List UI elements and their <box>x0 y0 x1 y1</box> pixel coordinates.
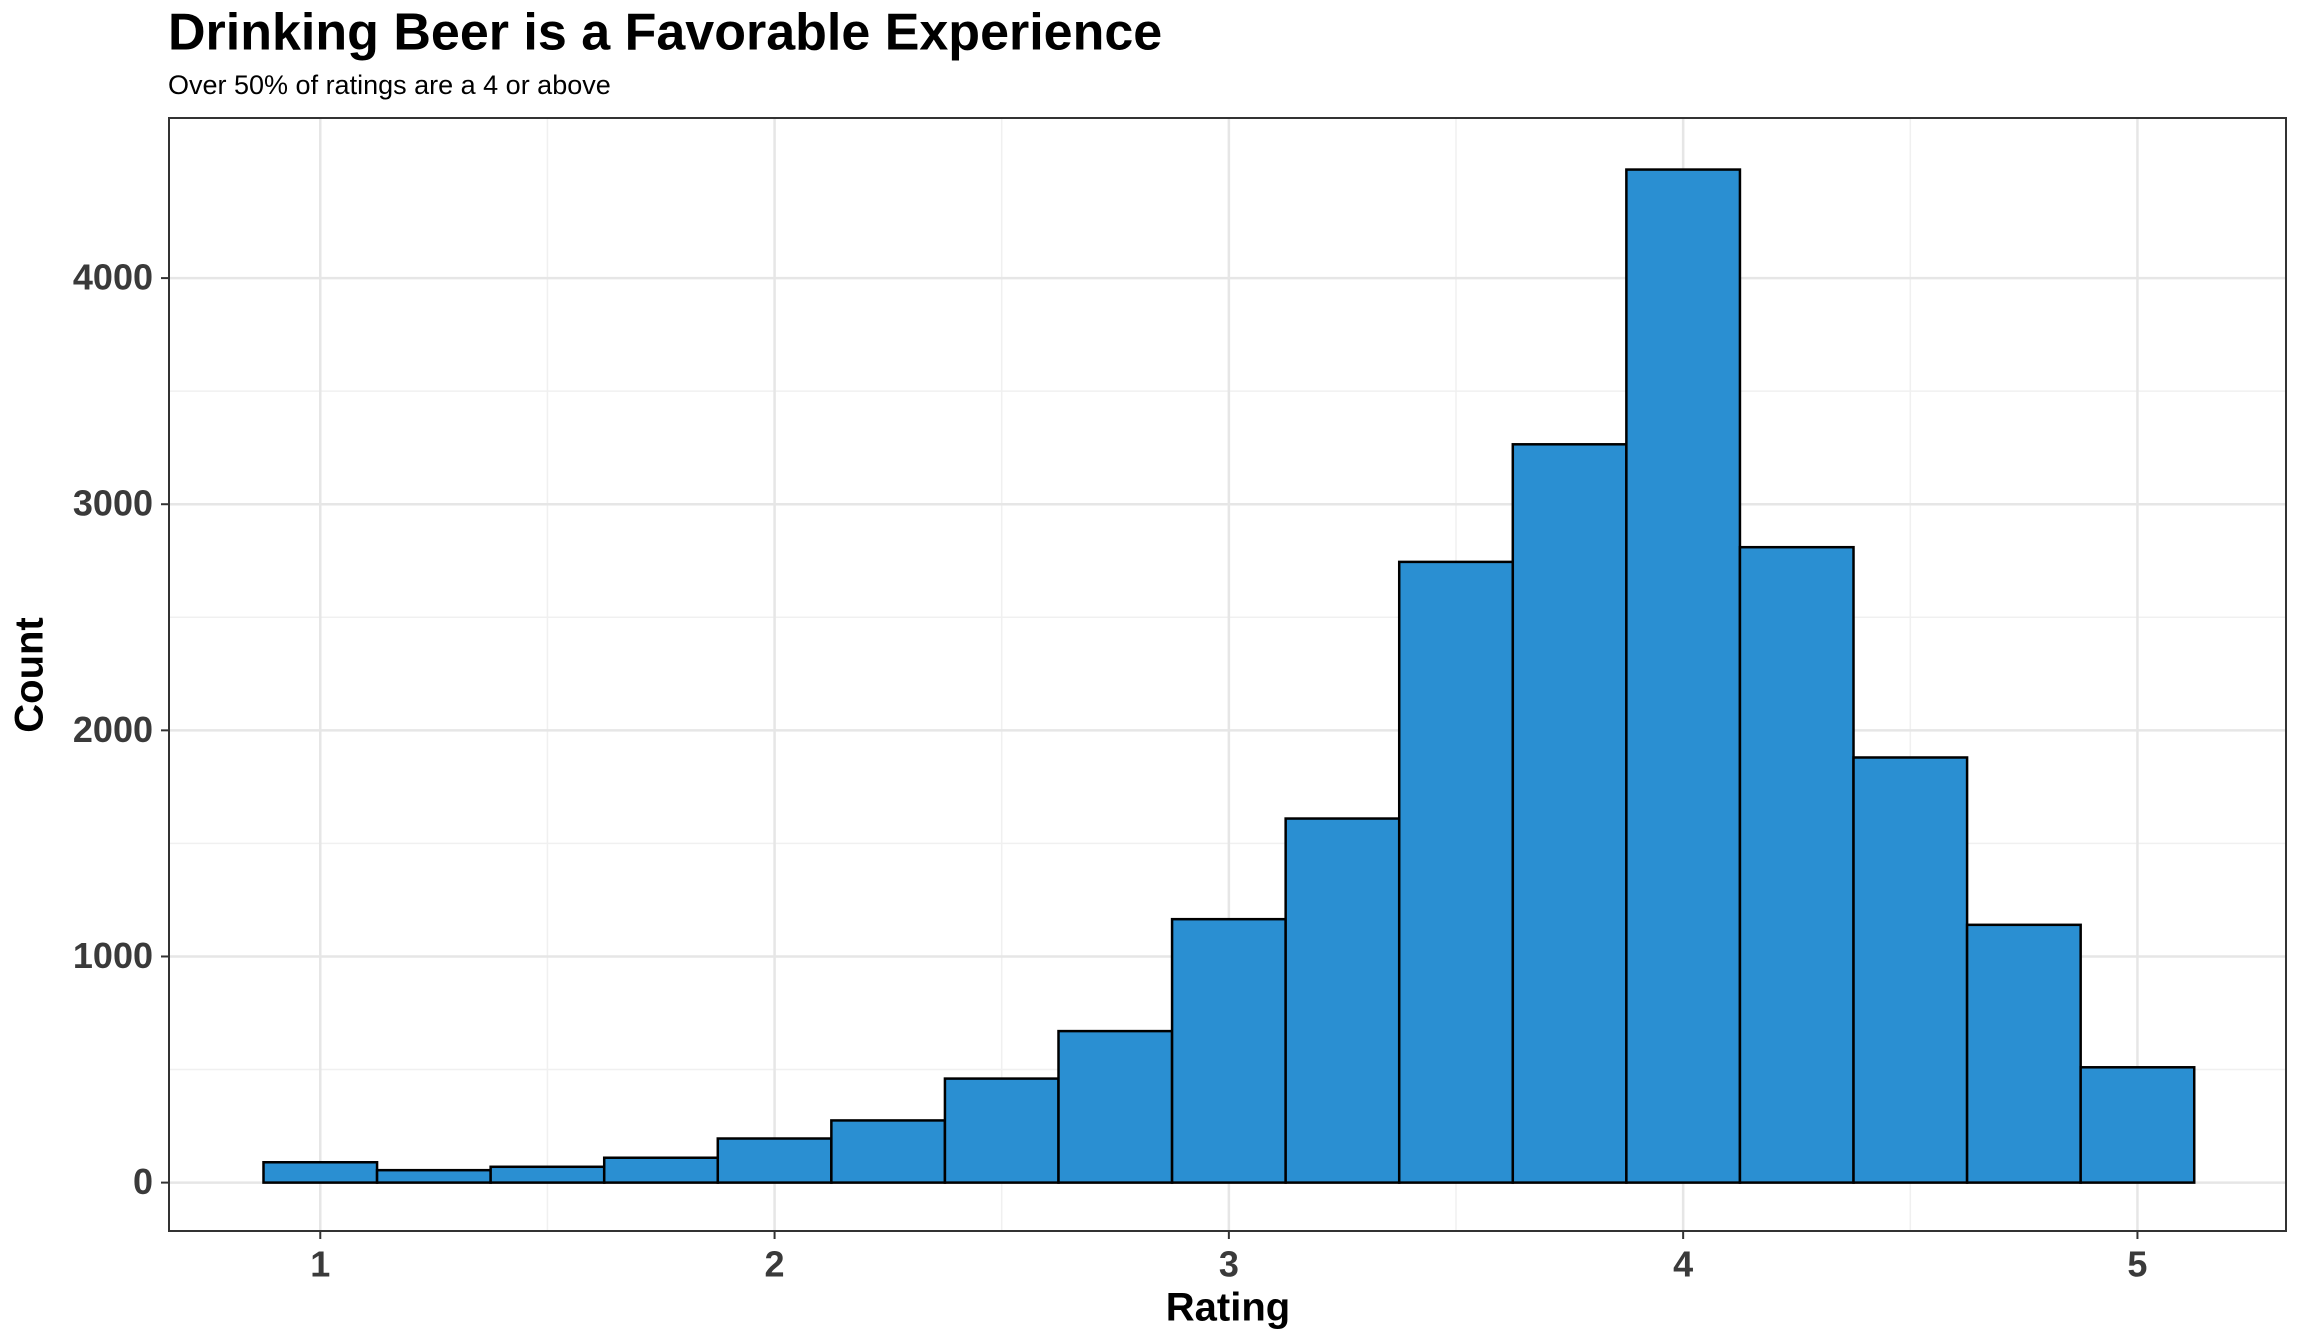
bar <box>1511 443 1628 1184</box>
bar <box>262 1161 379 1184</box>
y-tick-label: 3000 <box>73 483 153 524</box>
bar <box>830 1119 947 1184</box>
x-tick-label: 2 <box>765 1244 785 1285</box>
bar <box>1057 1029 1174 1184</box>
bar <box>1625 168 1742 1184</box>
bar <box>943 1077 1060 1184</box>
bar <box>1852 756 1969 1184</box>
bar <box>1170 917 1287 1184</box>
bar <box>1397 560 1515 1184</box>
bar <box>602 1156 720 1184</box>
bar <box>489 1165 606 1184</box>
y-tick-label: 4000 <box>73 257 153 298</box>
bar <box>1738 545 1855 1184</box>
y-tick-label: 1000 <box>73 935 153 976</box>
plot-border <box>168 117 2287 1232</box>
x-tick-label: 5 <box>2127 1244 2147 1285</box>
bar <box>1284 817 1401 1184</box>
chart-subtitle: Over 50% of ratings are a 4 or above <box>168 70 611 100</box>
bar <box>1965 923 2082 1184</box>
y-tick-label: 0 <box>133 1161 153 1202</box>
bar <box>375 1168 492 1184</box>
x-tick-label: 3 <box>1219 1244 1239 1285</box>
y-tick-label: 2000 <box>73 709 153 750</box>
x-tick-label: 4 <box>1673 1244 1693 1285</box>
x-axis-title: Rating <box>1166 1286 1290 1330</box>
bar <box>716 1137 833 1184</box>
bar <box>2079 1066 2196 1184</box>
y-axis-title: Count <box>8 617 52 733</box>
x-tick-label: 1 <box>310 1244 330 1285</box>
chart-title: Drinking Beer is a Favorable Experience <box>168 4 1162 62</box>
